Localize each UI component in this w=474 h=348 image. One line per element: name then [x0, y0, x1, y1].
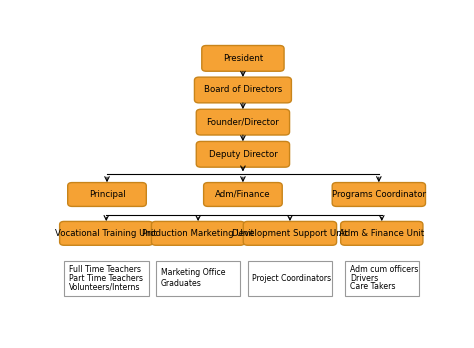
Text: Volunteers/Interns: Volunteers/Interns — [69, 282, 140, 291]
FancyBboxPatch shape — [68, 183, 146, 206]
FancyBboxPatch shape — [196, 109, 290, 135]
FancyBboxPatch shape — [202, 46, 284, 71]
Text: Part Time Teachers: Part Time Teachers — [69, 274, 143, 283]
Text: Principal: Principal — [89, 190, 125, 199]
Text: Development Support Unit: Development Support Unit — [232, 229, 348, 238]
Text: Programs Coordinator: Programs Coordinator — [332, 190, 426, 199]
FancyBboxPatch shape — [196, 141, 290, 167]
FancyBboxPatch shape — [194, 77, 292, 103]
Text: Production Marketing Unit: Production Marketing Unit — [142, 229, 254, 238]
Text: Full Time Teachers: Full Time Teachers — [69, 265, 141, 274]
Text: Vocational Training Unit: Vocational Training Unit — [55, 229, 157, 238]
FancyBboxPatch shape — [204, 183, 282, 206]
FancyBboxPatch shape — [152, 221, 245, 245]
FancyBboxPatch shape — [64, 261, 148, 295]
FancyBboxPatch shape — [332, 183, 426, 206]
Text: Drivers: Drivers — [350, 274, 378, 283]
Text: Project Coordinators: Project Coordinators — [253, 274, 332, 283]
FancyBboxPatch shape — [341, 221, 423, 245]
Text: Board of Directors: Board of Directors — [204, 86, 282, 95]
FancyBboxPatch shape — [60, 221, 153, 245]
Text: Adm/Finance: Adm/Finance — [215, 190, 271, 199]
Text: President: President — [223, 54, 263, 63]
FancyBboxPatch shape — [345, 261, 419, 295]
Text: Deputy Director: Deputy Director — [209, 150, 277, 159]
Text: Founder/Director: Founder/Director — [207, 118, 279, 127]
Text: Adm cum officers: Adm cum officers — [350, 265, 418, 274]
Text: Care Takers: Care Takers — [350, 282, 395, 291]
FancyBboxPatch shape — [248, 261, 332, 295]
Text: Marketing Office: Marketing Office — [161, 268, 225, 277]
FancyBboxPatch shape — [156, 261, 240, 295]
FancyBboxPatch shape — [243, 221, 337, 245]
Text: Graduates: Graduates — [161, 279, 201, 288]
Text: Adm & Finance Unit: Adm & Finance Unit — [339, 229, 424, 238]
